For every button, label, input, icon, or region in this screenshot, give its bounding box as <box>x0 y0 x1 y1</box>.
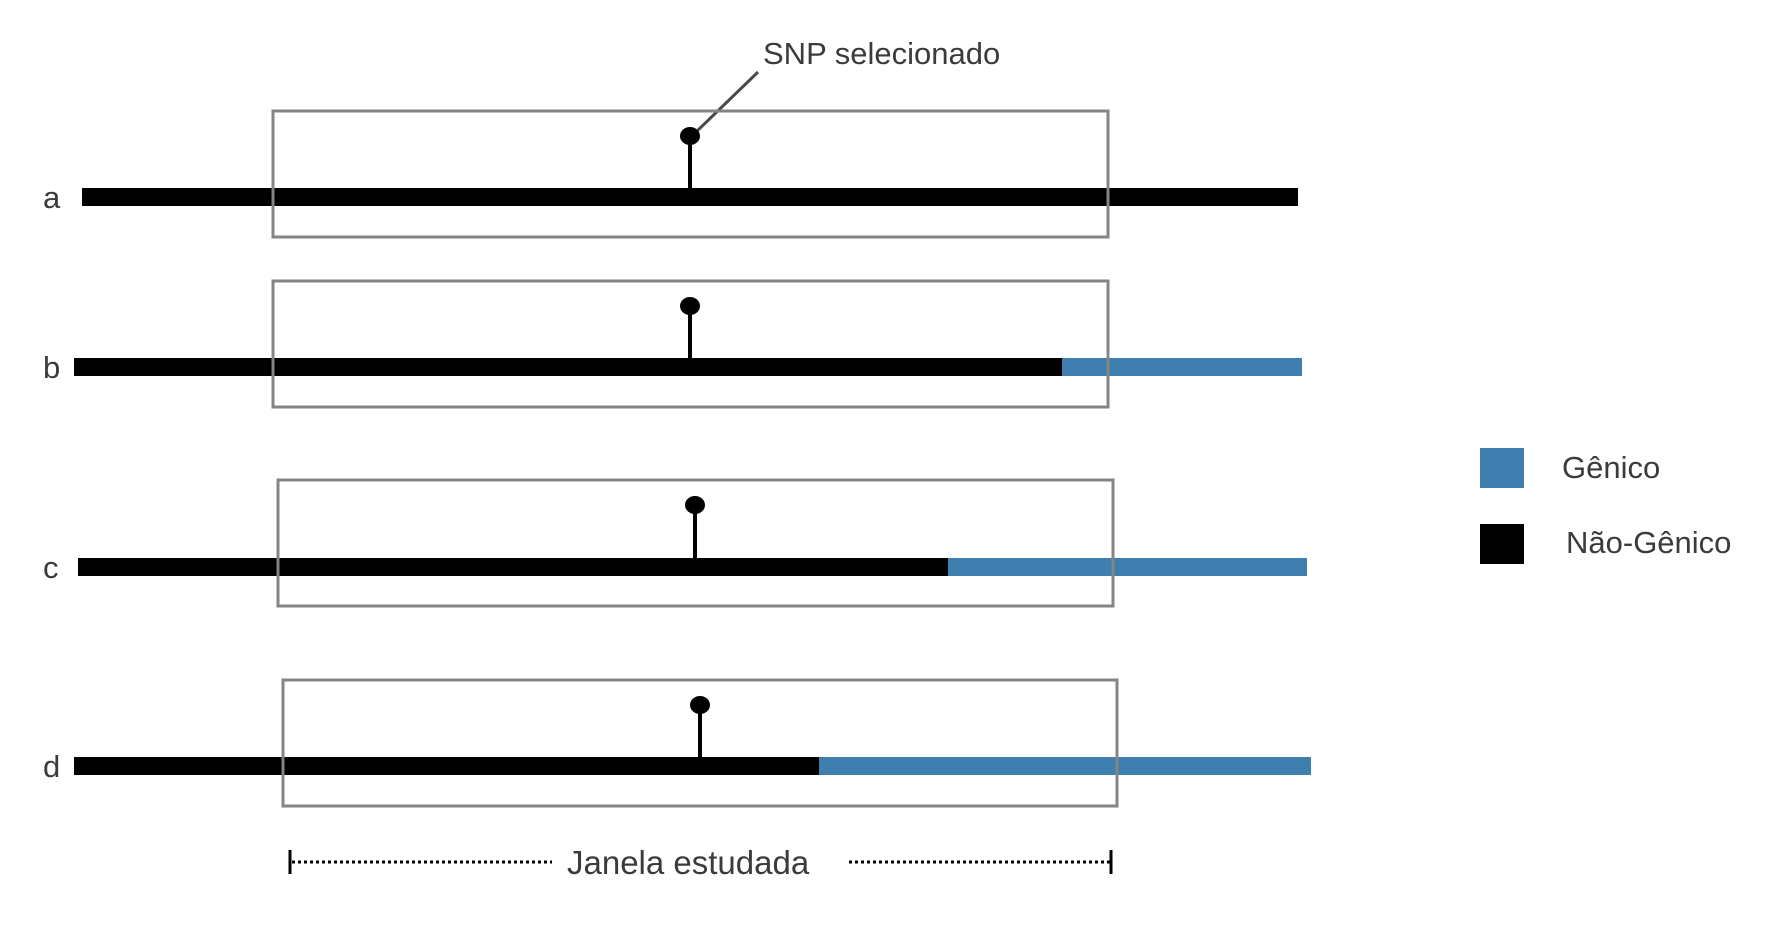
legend-label-genic: Gênico <box>1562 450 1660 485</box>
study-window-box <box>281 678 1119 808</box>
non-genic-segment <box>74 757 819 775</box>
legend-swatch-genic <box>1480 448 1524 488</box>
genic-segment <box>1062 358 1302 376</box>
genic-segment <box>948 558 1307 576</box>
row-label: d <box>43 749 60 784</box>
snp-marker <box>690 696 710 714</box>
non-genic-segment <box>78 558 948 576</box>
row-label: a <box>43 180 61 215</box>
legend-swatch-non-genic <box>1480 524 1524 564</box>
non-genic-segment <box>74 358 1062 376</box>
window-label: Janela estudada <box>567 844 810 881</box>
row-label: c <box>43 550 59 585</box>
study-window-box <box>276 478 1115 608</box>
legend: Gênico Não-Gênico <box>1480 448 1731 564</box>
row-c: c <box>43 478 1307 608</box>
snp-marker <box>680 297 700 315</box>
snp-callout-leader <box>693 70 760 135</box>
study-window-box <box>271 279 1110 409</box>
legend-label-non-genic: Não-Gênico <box>1566 525 1731 560</box>
study-window-box <box>271 109 1110 239</box>
non-genic-segment <box>82 188 1298 206</box>
row-d: d <box>43 678 1311 808</box>
snp-marker <box>685 496 705 514</box>
row-b: b <box>43 279 1302 409</box>
snp-marker <box>680 127 700 145</box>
window-bracket: Janela estudada <box>288 844 1113 881</box>
row-a: a <box>43 109 1298 239</box>
genic-segment <box>819 757 1311 775</box>
row-label: b <box>43 350 60 385</box>
snp-callout-label: SNP selecionado <box>763 36 1000 71</box>
